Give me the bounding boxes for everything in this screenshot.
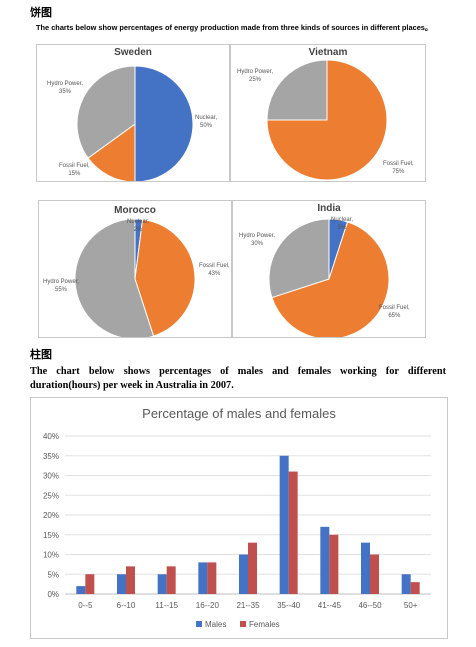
legend-label-males: Males (205, 620, 226, 629)
x-tick-label: 11--15 (155, 601, 178, 610)
india-pie-chart (268, 218, 390, 337)
sweden-slice-hydro-power (76, 65, 136, 159)
sweden-pie-panel: Sweden Hydro Power, 35% Nuclear, 50% Fossi… (36, 44, 230, 182)
bar-chart-panel: Percentage of males and females 0% 5% 10% 15… (30, 397, 448, 639)
x-tick-label: 46--50 (358, 601, 382, 610)
vietnam-pie-chart (266, 59, 388, 181)
morocco-hydro-label: Hydro Power, 55% (43, 279, 80, 293)
sweden-hydro-label: Hydro Power, 35% (47, 81, 84, 95)
morocco-pie-chart (74, 218, 196, 337)
bar-males (239, 554, 248, 594)
bar-section-intro: The chart below shows percentages of mal… (30, 366, 446, 391)
bar-chart: Percentage of males and females 0% 5% 10% 15… (43, 406, 431, 629)
sweden-slice-fossil-fuel (87, 123, 136, 181)
y-tick-label: 5% (47, 570, 59, 579)
india-nuclear-label: Nuclear, 5% (331, 217, 354, 231)
y-tick-label: 0% (47, 590, 59, 599)
india-hydro-label: Hydro Power, 30% (239, 233, 276, 247)
x-tick-label: 6--10 (117, 601, 136, 610)
x-tick-label: 50+ (404, 601, 418, 610)
india-fossil-label: Fossil Fuel, 65% (379, 305, 410, 319)
bar-males (117, 574, 126, 594)
y-tick-label: 25% (43, 491, 59, 500)
x-tick-label: 41--45 (318, 601, 342, 610)
bar-females (248, 542, 257, 594)
vietnam-slice-fossil-fuel (266, 59, 388, 181)
sweden-fossil-label: Fossil Fuel, 15% (59, 163, 90, 177)
x-tick-label: 0--5 (78, 601, 93, 610)
legend-swatch-males (196, 621, 202, 627)
bar-chart-title: Percentage of males and females (142, 406, 336, 421)
morocco-pie-title: Morocco (114, 205, 156, 216)
pie-section-heading: 饼图 (30, 6, 52, 19)
morocco-fossil-label: Fossil Fuel, 43% (199, 263, 230, 277)
y-tick-label: 35% (43, 452, 59, 461)
sweden-pie-title: Sweden (114, 47, 152, 58)
bar-males (320, 526, 330, 594)
bar-males (361, 542, 370, 594)
y-tick-label: 20% (43, 511, 59, 520)
x-tick-label: 16--20 (196, 601, 220, 610)
bar-males (198, 562, 208, 594)
bar-females (207, 562, 217, 594)
morocco-slice-fossil-fuel (134, 218, 196, 337)
legend-label-females: Females (249, 620, 280, 629)
bar-males (157, 574, 167, 594)
y-tick-label: 10% (43, 551, 59, 560)
y-tick-label: 40% (43, 432, 59, 441)
x-tick-label: 21--35 (236, 601, 260, 610)
sweden-pie-chart (76, 65, 194, 181)
bar-females (329, 534, 339, 594)
bar-males (76, 586, 86, 594)
bar-females (410, 582, 420, 594)
bar-males (401, 574, 411, 594)
bar-females (166, 566, 176, 594)
x-tick-label: 35--40 (277, 601, 301, 610)
vietnam-hydro-label: Hydro Power, 25% (237, 69, 274, 83)
vietnam-slice-hydro-power (266, 59, 328, 121)
india-pie-panel: India Nuclear, 5% Hydro Power, 30% Fossil … (232, 200, 426, 338)
sweden-nuclear-label: Nuclear, 50% (195, 115, 218, 129)
india-slice-hydro-power (268, 218, 330, 299)
bar-females (288, 471, 298, 594)
pie-section-intro: The charts below show percentages of ene… (36, 23, 433, 32)
india-slice-fossil-fuel (271, 221, 390, 337)
y-tick-label: 15% (43, 531, 59, 540)
morocco-pie-panel: Morocco Nuclear, 2% Fossil Fuel, 43% Hydro… (38, 200, 232, 338)
vietnam-pie-panel: Vietnam Hydro Power, 25% Fossil Fuel, 75% (230, 44, 426, 182)
sweden-slice-nuclear (134, 65, 194, 181)
vietnam-fossil-label: Fossil Fuel, 75% (383, 161, 414, 175)
morocco-slice-hydro-power (74, 218, 155, 337)
bar-females (126, 566, 135, 594)
bar-females (370, 554, 379, 594)
india-pie-title: India (317, 203, 341, 214)
bar-females (85, 574, 95, 594)
morocco-nuclear-label: Nuclear, 2% (127, 219, 150, 233)
y-tick-label: 30% (43, 472, 59, 481)
vietnam-pie-title: Vietnam (308, 47, 348, 58)
legend-swatch-females (240, 621, 246, 627)
bar-section-heading: 柱图 (30, 348, 52, 361)
bar-males (279, 455, 289, 594)
